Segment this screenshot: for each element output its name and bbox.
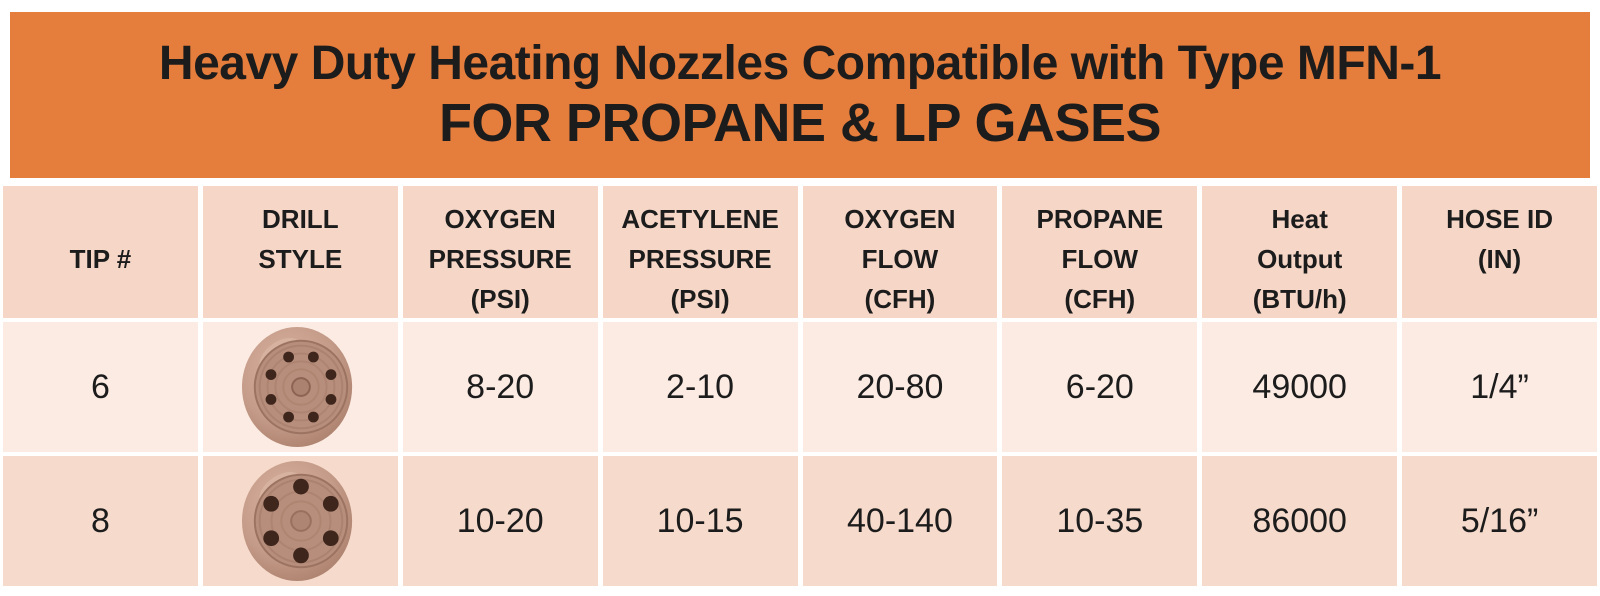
cell-oxygen-pressure: 8-20 [402,322,598,452]
table-row: 8 [3,456,1597,586]
nozzle-spec-table: TIP # DRILL STYLE OXYGEN PRESSURE (PSI) … [3,186,1597,586]
nozzle-disc-8-holes-icon [242,327,353,447]
column-header-propane-flow: PROPANE FLOW (CFH) [1002,186,1198,318]
column-header-oxygen-flow: OXYGEN FLOW (CFH) [802,186,998,318]
column-header-tip-number: TIP # [3,186,198,318]
cell-propane-flow: 6-20 [1002,322,1198,452]
cell-oxygen-flow: 20-80 [802,322,998,452]
table-header-row: TIP # DRILL STYLE OXYGEN PRESSURE (PSI) … [3,186,1597,318]
column-header-acetylene-pressure: ACETYLENE PRESSURE (PSI) [602,186,798,318]
cell-propane-flow: 10-35 [1002,456,1198,586]
nozzle-disc-6-holes-icon [242,461,353,581]
cell-hose-id: 1/4” [1402,322,1597,452]
cell-hose-id: 5/16” [1402,456,1597,586]
column-header-drill-style: DRILL STYLE [202,186,398,318]
table-row: 6 [3,322,1597,452]
cell-drill-style [202,456,398,586]
cell-oxygen-pressure: 10-20 [402,456,598,586]
column-header-hose-id: HOSE ID (IN) [1402,186,1597,318]
column-header-oxygen-pressure: OXYGEN PRESSURE (PSI) [402,186,598,318]
cell-acetylene-pressure: 10-15 [602,456,798,586]
cell-tip-number: 6 [3,322,198,452]
title-banner: Heavy Duty Heating Nozzles Compatible wi… [10,12,1590,178]
cell-heat-output: 49000 [1202,322,1398,452]
cell-tip-number: 8 [3,456,198,586]
page-subtitle: FOR PROPANE & LP GASES [438,92,1162,153]
page-title: Heavy Duty Heating Nozzles Compatible wi… [158,37,1442,91]
cell-oxygen-flow: 40-140 [802,456,998,586]
column-header-heat-output: Heat Output (BTU/h) [1202,186,1398,318]
cell-acetylene-pressure: 2-10 [602,322,798,452]
cell-drill-style [202,322,398,452]
cell-heat-output: 86000 [1202,456,1398,586]
